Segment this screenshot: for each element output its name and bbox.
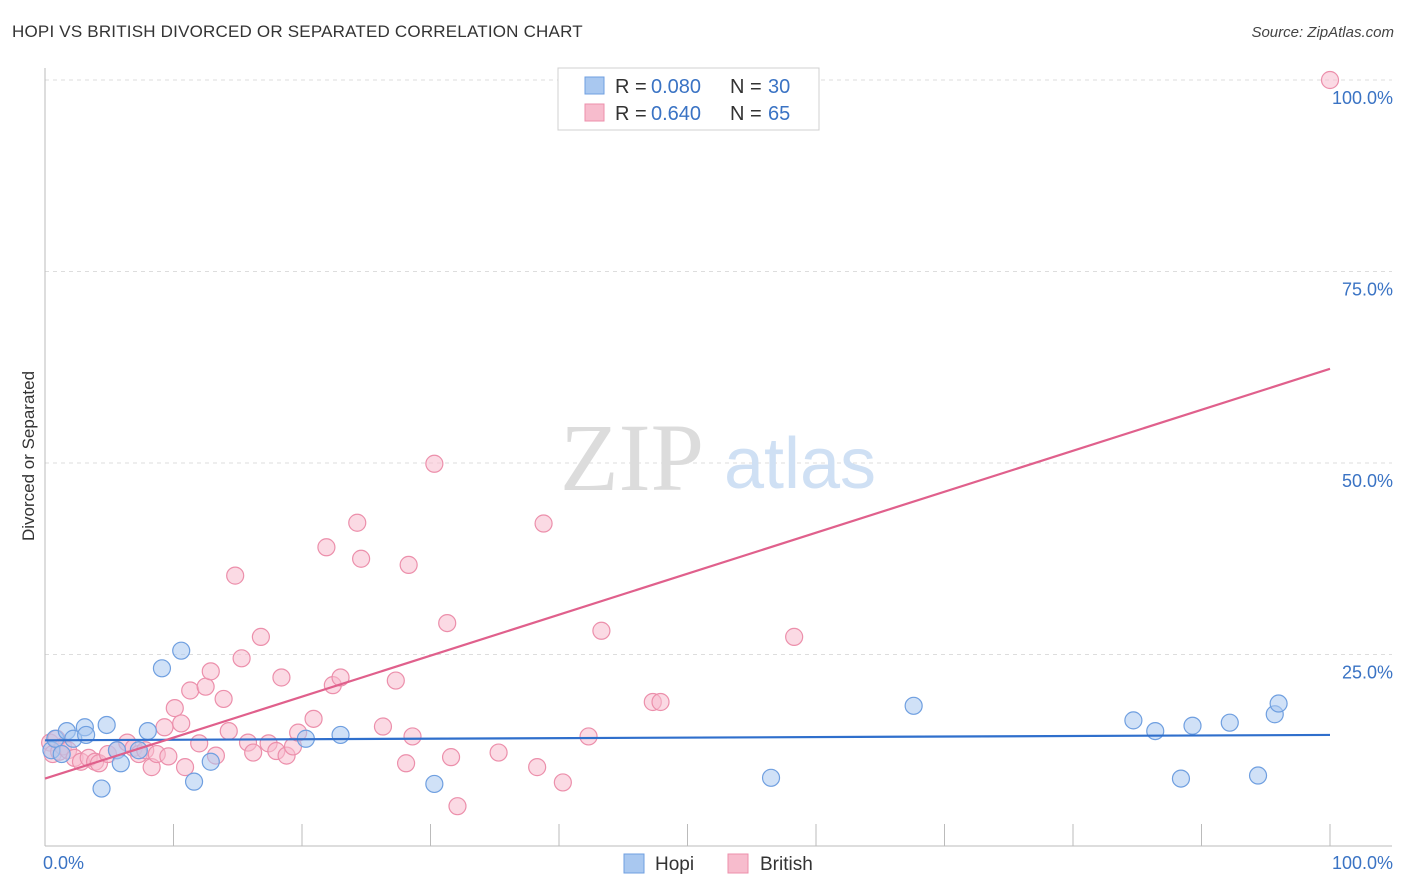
british-point xyxy=(196,677,215,696)
legend-n-label-british: N = xyxy=(730,103,762,125)
british-point xyxy=(785,627,804,646)
chart-source: Source: ZipAtlas.com xyxy=(1251,24,1394,41)
hopi-point xyxy=(52,744,71,764)
hopi-trend-line xyxy=(44,733,1331,742)
british-point xyxy=(272,668,291,687)
axes xyxy=(44,68,1392,847)
british-point xyxy=(386,671,405,690)
british-point xyxy=(201,662,220,681)
british-point xyxy=(528,758,547,777)
bottom-legend-swatch-british xyxy=(727,853,749,874)
british-point xyxy=(181,681,200,700)
british-point xyxy=(396,754,416,773)
trend-lines xyxy=(44,367,1331,780)
y-tick-label: 100.0% xyxy=(1332,88,1393,108)
british-point xyxy=(441,748,461,767)
x-tick-label: 100.0% xyxy=(1332,853,1393,873)
british-point xyxy=(159,747,178,766)
x-tick-label: 0.0% xyxy=(43,853,84,873)
bottom-legend-label-british: British xyxy=(760,854,813,875)
british-point xyxy=(214,689,233,709)
hopi-point xyxy=(1171,769,1191,788)
british-point xyxy=(175,758,195,777)
legend-n-label-hopi: N = xyxy=(730,76,762,98)
british-point xyxy=(448,797,467,816)
british-point xyxy=(165,699,184,718)
hopi-point xyxy=(1124,711,1143,730)
hopi-point xyxy=(97,715,116,735)
legend-swatch-hopi xyxy=(584,76,605,95)
y-tick-label: 50.0% xyxy=(1342,471,1393,491)
british-point xyxy=(399,555,418,574)
watermark-atlas: atlas xyxy=(724,424,876,504)
british-point xyxy=(331,668,350,687)
legend-r-label-hopi: R = xyxy=(615,76,647,98)
y-axis-label: Divorced or Separated xyxy=(19,371,38,541)
hopi-point xyxy=(201,752,220,771)
british-point xyxy=(592,621,611,640)
hopi-point xyxy=(1220,713,1239,732)
british-point xyxy=(251,627,270,646)
british-point xyxy=(425,454,444,473)
watermark-zip: ZIP xyxy=(560,404,704,511)
hopi-point xyxy=(761,768,781,787)
hopi-point xyxy=(904,696,923,715)
british-trend-line xyxy=(44,367,1331,780)
british-point xyxy=(651,692,670,712)
british-point xyxy=(232,649,251,668)
hopi-point xyxy=(1146,721,1165,741)
british-point xyxy=(534,514,553,533)
british-point xyxy=(553,773,572,792)
hopi-point xyxy=(1183,716,1202,735)
hopi-point xyxy=(1269,694,1288,713)
hopi-point xyxy=(92,779,111,798)
british-point xyxy=(352,549,371,568)
british-point xyxy=(226,566,245,585)
y-tick-label: 75.0% xyxy=(1342,280,1393,300)
legend-n-value-british: 65 xyxy=(768,103,790,125)
hopi-point xyxy=(425,774,444,794)
british-point xyxy=(244,743,263,762)
british-point xyxy=(489,743,508,762)
hopi-point xyxy=(1248,766,1268,785)
british-point xyxy=(172,714,191,733)
british-point xyxy=(1320,70,1340,90)
british-point xyxy=(317,538,336,557)
hopi-point xyxy=(138,721,157,741)
legend-n-value-hopi: 30 xyxy=(768,76,790,98)
legend-r-label-british: R = xyxy=(615,103,647,125)
gridlines xyxy=(45,79,1392,655)
british-point xyxy=(190,734,209,753)
x-tick-labels: 0.0% 100.0% xyxy=(43,853,1393,873)
watermark: ZIP atlas xyxy=(560,404,876,511)
british-point xyxy=(348,513,367,532)
hopi-point xyxy=(331,725,350,745)
y-tick-labels: 25.0% 50.0% 75.0% 100.0% xyxy=(1332,88,1393,683)
british-point xyxy=(579,727,598,746)
legend-r-value-british: 0.640 xyxy=(651,103,701,125)
legend-swatch-british xyxy=(584,103,605,122)
british-point xyxy=(219,721,238,741)
legend: R = 0.080 N = 30 R = 0.640 N = 65 xyxy=(557,67,820,131)
british-point xyxy=(438,613,457,633)
bottom-legend-swatch-hopi xyxy=(623,853,645,874)
british-point xyxy=(304,709,323,728)
british-point xyxy=(155,718,174,737)
y-tick-label: 25.0% xyxy=(1342,663,1393,683)
hopi-point xyxy=(172,641,191,660)
hopi-point xyxy=(184,772,204,791)
hopi-point xyxy=(152,659,172,678)
legend-r-value-hopi: 0.080 xyxy=(651,76,701,98)
chart-title: HOPI VS BRITISH DIVORCED OR SEPARATED CO… xyxy=(12,22,583,41)
bottom-legend: Hopi British xyxy=(623,853,813,875)
british-point xyxy=(403,727,422,746)
british-point xyxy=(373,717,393,736)
bottom-legend-label-hopi: Hopi xyxy=(655,854,694,875)
